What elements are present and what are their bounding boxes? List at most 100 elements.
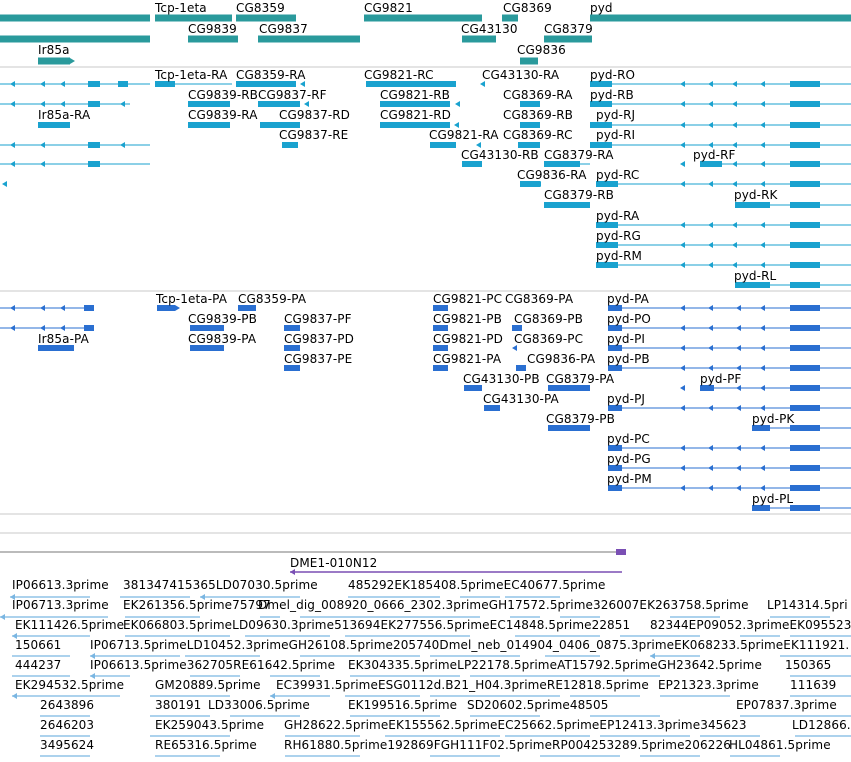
strand-arrow[interactable]: [304, 101, 309, 107]
cds-block[interactable]: [608, 325, 622, 331]
strand-arrow[interactable]: [40, 325, 45, 331]
strand-arrow[interactable]: [680, 81, 685, 87]
strand-arrow[interactable]: [736, 385, 741, 391]
strand-arrow[interactable]: [760, 465, 765, 471]
strand-arrow[interactable]: [680, 365, 685, 371]
cds-block[interactable]: [84, 305, 94, 311]
clone-end[interactable]: [616, 549, 626, 555]
strand-arrow[interactable]: [760, 365, 765, 371]
strand-arrow[interactable]: [60, 81, 65, 87]
exon-block[interactable]: [790, 101, 820, 107]
exon-block[interactable]: [596, 242, 618, 248]
strand-arrow[interactable]: [708, 445, 713, 451]
strand-arrow[interactable]: [290, 569, 295, 575]
cds-block[interactable]: [38, 345, 74, 351]
strand-arrow[interactable]: [736, 445, 741, 451]
strand-arrow[interactable]: [680, 325, 685, 331]
exon-block[interactable]: [258, 101, 300, 107]
exon-block[interactable]: [462, 161, 482, 167]
strand-arrow[interactable]: [10, 325, 15, 331]
cds-block[interactable]: [284, 325, 300, 331]
strand-arrow[interactable]: [70, 58, 75, 64]
strand-arrow[interactable]: [680, 142, 685, 148]
strand-arrow[interactable]: [480, 81, 485, 87]
strand-arrow[interactable]: [90, 673, 95, 679]
exon-block[interactable]: [790, 282, 820, 288]
strand-arrow[interactable]: [680, 181, 685, 187]
strand-arrow[interactable]: [708, 161, 713, 167]
gene-span[interactable]: [462, 35, 496, 43]
strand-arrow[interactable]: [732, 81, 737, 87]
exon-block[interactable]: [596, 262, 618, 268]
strand-arrow[interactable]: [300, 81, 305, 87]
strand-arrow[interactable]: [732, 242, 737, 248]
exon-block[interactable]: [88, 161, 100, 167]
strand-arrow[interactable]: [736, 325, 741, 331]
strand-arrow[interactable]: [120, 142, 125, 148]
strand-arrow[interactable]: [708, 405, 713, 411]
strand-arrow[interactable]: [455, 101, 460, 107]
exon-block[interactable]: [88, 142, 100, 148]
exon-block[interactable]: [790, 81, 820, 87]
strand-arrow[interactable]: [708, 485, 713, 491]
cds-block[interactable]: [433, 325, 448, 331]
exon-block[interactable]: [88, 81, 100, 87]
exon-block[interactable]: [520, 101, 540, 107]
cds-block[interactable]: [752, 425, 770, 431]
cds-block[interactable]: [608, 445, 622, 451]
strand-arrow[interactable]: [732, 222, 737, 228]
strand-arrow[interactable]: [680, 465, 685, 471]
cds-block[interactable]: [790, 325, 820, 331]
strand-arrow[interactable]: [40, 81, 45, 87]
strand-arrow[interactable]: [760, 161, 765, 167]
strand-arrow[interactable]: [708, 81, 713, 87]
exon-block[interactable]: [380, 122, 450, 128]
gene-span[interactable]: [0, 35, 150, 43]
strand-arrow[interactable]: [760, 242, 765, 248]
strand-arrow[interactable]: [680, 122, 685, 128]
cds-block[interactable]: [790, 305, 820, 311]
strand-arrow[interactable]: [708, 262, 713, 268]
strand-arrow[interactable]: [732, 101, 737, 107]
cds-block[interactable]: [464, 385, 482, 391]
strand-arrow[interactable]: [476, 142, 481, 148]
strand-arrow[interactable]: [680, 345, 685, 351]
strand-arrow[interactable]: [576, 425, 581, 431]
gene-span[interactable]: [236, 14, 296, 22]
strand-arrow[interactable]: [570, 202, 575, 208]
gene-span[interactable]: [544, 35, 592, 43]
strand-arrow[interactable]: [680, 445, 685, 451]
strand-arrow[interactable]: [680, 405, 685, 411]
strand-arrow[interactable]: [732, 181, 737, 187]
exon-block[interactable]: [188, 101, 230, 107]
cds-block[interactable]: [790, 405, 820, 411]
exon-block[interactable]: [88, 101, 100, 107]
strand-arrow[interactable]: [708, 465, 713, 471]
strand-arrow[interactable]: [40, 161, 45, 167]
strand-arrow[interactable]: [454, 122, 459, 128]
strand-arrow[interactable]: [760, 485, 765, 491]
strand-arrow[interactable]: [680, 385, 685, 391]
cds-block[interactable]: [790, 465, 820, 471]
strand-arrow[interactable]: [708, 122, 713, 128]
exon-block[interactable]: [236, 81, 296, 87]
strand-arrow[interactable]: [708, 181, 713, 187]
exon-block[interactable]: [544, 202, 590, 208]
strand-arrow[interactable]: [120, 101, 125, 107]
strand-arrow[interactable]: [40, 345, 45, 351]
exon-block[interactable]: [790, 262, 820, 268]
strand-arrow[interactable]: [708, 385, 713, 391]
strand-arrow[interactable]: [760, 181, 765, 187]
exon-block[interactable]: [790, 242, 820, 248]
strand-arrow[interactable]: [736, 345, 741, 351]
strand-arrow[interactable]: [732, 262, 737, 268]
strand-arrow[interactable]: [680, 262, 685, 268]
strand-arrow[interactable]: [708, 325, 713, 331]
exon-block[interactable]: [430, 142, 456, 148]
exon-block[interactable]: [118, 81, 128, 87]
exon-block[interactable]: [596, 222, 618, 228]
strand-arrow[interactable]: [12, 693, 17, 699]
strand-arrow[interactable]: [760, 405, 765, 411]
strand-arrow[interactable]: [200, 594, 205, 600]
strand-arrow[interactable]: [680, 242, 685, 248]
